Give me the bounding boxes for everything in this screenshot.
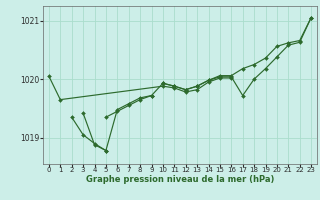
X-axis label: Graphe pression niveau de la mer (hPa): Graphe pression niveau de la mer (hPa) [86, 175, 274, 184]
